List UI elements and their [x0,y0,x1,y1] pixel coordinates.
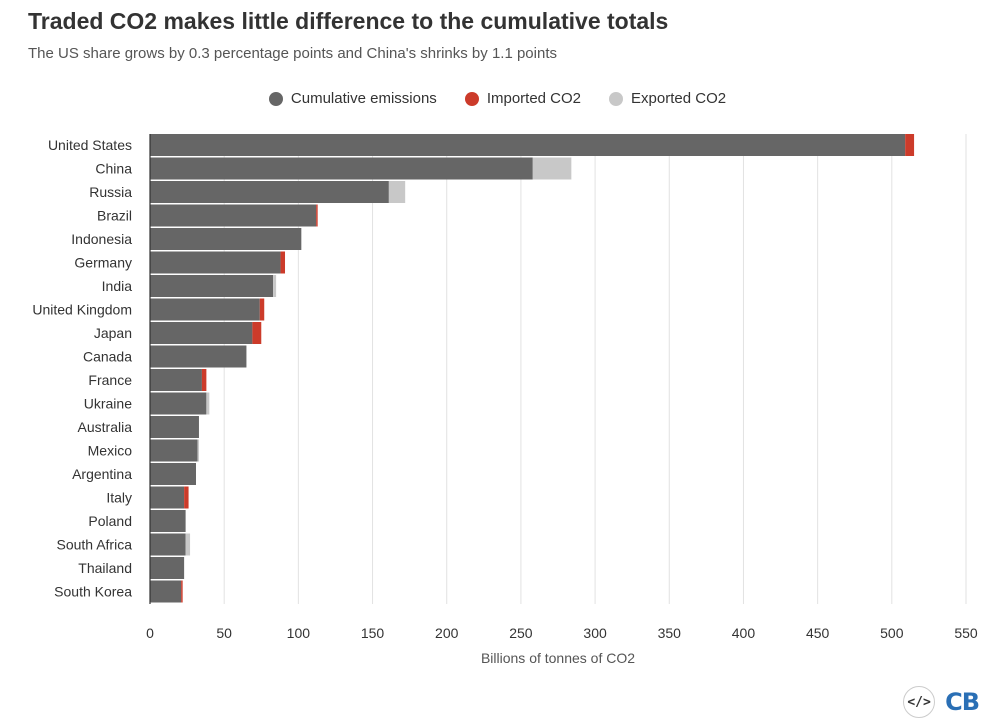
bar-south-africa-exported-co2 [185,533,191,556]
bar-china-exported-co2 [532,157,572,180]
bar-united-states-imported-co2 [905,134,915,156]
x-tick-label-200: 200 [435,625,459,641]
legend-swatch-exported [609,91,624,106]
bar-united-kingdom-imported-co2 [259,298,265,321]
category-label-australia: Australia [78,419,133,435]
legend-label-imported: Imported CO2 [486,90,582,107]
bar-brazil-cumulative-emissions [150,204,317,227]
chart-subtitle: The US share grows by 0.3 percentage poi… [28,45,557,62]
x-axis-label: Billions of tonnes of CO2 [481,650,635,666]
embed-code-icon[interactable]: </> [903,686,936,718]
bar-indonesia-cumulative-emissions [150,228,302,250]
bar-mexico-cumulative-emissions [150,439,198,462]
bar-india-exported-co2 [273,275,277,297]
bar-france-imported-co2 [201,369,207,391]
bar-thailand-cumulative-emissions [150,557,185,579]
bar-australia-cumulative-emissions [150,416,199,438]
category-label-france: France [88,372,132,388]
category-label-china: China [95,161,132,177]
category-label-thailand: Thailand [78,560,132,576]
bar-mexico-exported-co2 [197,439,199,462]
category-label-ukraine: Ukraine [84,396,132,412]
x-tick-label-300: 300 [583,625,607,641]
bar-south-korea-cumulative-emissions [150,580,182,603]
category-label-india: India [102,278,133,294]
bar-japan-cumulative-emissions [150,322,253,344]
bar-poland-cumulative-emissions [150,510,186,532]
category-label-united-kingdom: United Kingdom [32,302,132,318]
bar-italy-cumulative-emissions [150,486,185,509]
bar-south-korea-imported-co2 [181,580,183,603]
category-label-japan: Japan [94,325,132,341]
legend-label-exported: Exported CO2 [631,90,727,107]
legend-label-cumulative: Cumulative emissions [290,90,437,107]
category-label-argentina: Argentina [72,466,132,482]
bar-united-kingdom-cumulative-emissions [150,298,260,321]
category-label-mexico: Mexico [88,443,133,459]
bar-united-states-cumulative-emissions [150,134,906,156]
x-tick-label-250: 250 [509,625,533,641]
carbon-brief-logo: CB [945,688,980,716]
legend-item-cumulative[interactable]: Cumulative emissions [268,90,437,107]
legend-swatch-imported [464,91,479,106]
bar-germany-cumulative-emissions [150,251,281,274]
x-tick-label-450: 450 [806,625,830,641]
bar-india-cumulative-emissions [150,275,274,297]
category-label-south-korea: South Korea [54,584,132,600]
category-label-south-africa: South Africa [57,537,133,553]
category-label-germany: Germany [74,255,132,271]
legend-item-exported[interactable]: Exported CO2 [609,90,726,107]
category-label-indonesia: Indonesia [71,231,132,247]
category-label-italy: Italy [106,490,132,506]
x-tick-label-150: 150 [361,625,385,641]
bar-brazil-imported-co2 [316,204,318,227]
bar-japan-imported-co2 [252,322,262,344]
bar-argentina-cumulative-emissions [150,463,196,485]
legend-item-imported[interactable]: Imported CO2 [464,90,582,107]
x-tick-label-400: 400 [732,625,756,641]
category-label-canada: Canada [83,349,132,365]
bar-china-cumulative-emissions [150,157,533,180]
x-tick-label-50: 50 [216,625,232,641]
legend-swatch-cumulative [268,91,283,106]
bar-france-cumulative-emissions [150,369,202,391]
bar-south-africa-cumulative-emissions [150,533,186,556]
x-tick-label-550: 550 [954,625,978,641]
x-tick-label-0: 0 [146,625,154,641]
bar-ukraine-exported-co2 [206,392,210,415]
chart-title: Traded CO2 makes little difference to th… [28,8,669,34]
bar-russia-cumulative-emissions [150,181,389,203]
x-tick-label-350: 350 [658,625,682,641]
category-label-poland: Poland [88,513,132,529]
bar-canada-cumulative-emissions [150,345,247,368]
x-tick-label-100: 100 [287,625,311,641]
bar-ukraine-cumulative-emissions [150,392,207,415]
footer: </> CB [903,686,980,718]
bar-russia-exported-co2 [388,181,406,203]
x-tick-label-500: 500 [880,625,904,641]
category-label-russia: Russia [89,184,132,200]
bar-germany-imported-co2 [280,251,286,274]
category-label-brazil: Brazil [97,208,132,224]
bar-italy-imported-co2 [184,486,189,509]
legend: Cumulative emissions Imported CO2 Export… [0,90,995,107]
category-label-united-states: United States [48,137,132,153]
